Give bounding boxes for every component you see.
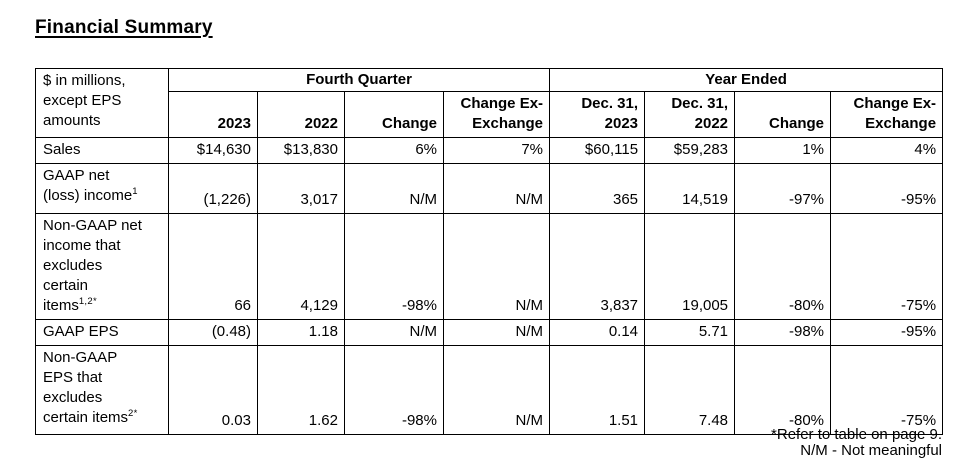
footnote-marker: 1 bbox=[132, 186, 138, 197]
cell-geps-y-change: -98% bbox=[734, 319, 832, 346]
col-header-y-dec31-2022: Dec. 31, 2022 bbox=[644, 91, 736, 138]
footnote-marker: 2* bbox=[128, 408, 138, 419]
cell-ngni-q-change-ex: N/M bbox=[442, 213, 551, 320]
col-header-q-change-ex-exchange: Change Ex- Exchange bbox=[442, 91, 551, 138]
cell-sales-y-change: 1% bbox=[734, 137, 832, 164]
cell-ngeps-y-change-ex: -75% bbox=[830, 345, 944, 435]
table-row-gaap-eps: GAAP EPS (0.48) 1.18 N/M N/M 0.14 5.71 -… bbox=[35, 319, 944, 346]
row-label-non-gaap-eps: Non-GAAP EPS that excludes certain items… bbox=[35, 345, 169, 435]
footnote-refer-to-table: *Refer to table on page 9. bbox=[771, 426, 942, 443]
row-label-non-gaap-net-income: Non-GAAP net income that excludes certai… bbox=[35, 213, 169, 320]
col-header-y-change-ex-exchange: Change Ex- Exchange bbox=[830, 91, 944, 138]
cell-geps-q-change: N/M bbox=[344, 319, 444, 346]
cell-ngeps-y-2022: 7.48 bbox=[644, 345, 736, 435]
cell-ngeps-y-change: -80% bbox=[734, 345, 832, 435]
col-header-y-dec31-2023: Dec. 31, 2023 bbox=[549, 91, 646, 138]
cell-geps-q-2022: 1.18 bbox=[257, 319, 345, 346]
cell-ngeps-y-2023: 1.51 bbox=[549, 345, 646, 435]
financial-summary-table: $ in millions, except EPS amounts Fourth… bbox=[35, 68, 944, 435]
cell-gaapni-q-2022: 3,017 bbox=[257, 163, 345, 214]
cell-geps-y-2022: 5.71 bbox=[644, 319, 736, 346]
row-label-gaap-net-income: GAAP net (loss) income1 bbox=[35, 163, 169, 214]
cell-sales-y-2023: $60,115 bbox=[549, 137, 646, 164]
cell-ngni-y-change: -80% bbox=[734, 213, 832, 320]
page-title: Financial Summary bbox=[35, 17, 213, 38]
group-header-row: $ in millions, except EPS amounts Fourth… bbox=[35, 68, 944, 138]
group-header-fourth-quarter: Fourth Quarter bbox=[167, 68, 551, 92]
row-label-gaap-eps: GAAP EPS bbox=[35, 319, 169, 346]
cell-ngeps-q-2023: 0.03 bbox=[168, 345, 258, 435]
cell-ngni-q-change: -98% bbox=[344, 213, 444, 320]
group-header-year-ended: Year Ended bbox=[549, 68, 944, 92]
cell-geps-q-2023: (0.48) bbox=[168, 319, 258, 346]
row-label-sales: Sales bbox=[35, 137, 169, 164]
col-header-q-2022: 2022 bbox=[257, 91, 345, 138]
cell-ngni-y-2023: 3,837 bbox=[549, 213, 646, 320]
footnotes: *Refer to table on page 9. N/M - Not mea… bbox=[35, 427, 942, 459]
col-header-q-2023: 2023 bbox=[168, 91, 258, 138]
cell-sales-q-2022: $13,830 bbox=[257, 137, 345, 164]
corner-label: $ in millions, except EPS amounts bbox=[35, 68, 169, 138]
col-header-q-change: Change bbox=[344, 91, 444, 138]
table-row-non-gaap-eps: Non-GAAP EPS that excludes certain items… bbox=[35, 345, 944, 435]
cell-gaapni-y-2022: 14,519 bbox=[644, 163, 736, 214]
cell-sales-y-2022: $59,283 bbox=[644, 137, 736, 164]
column-header-row: 2023 2022 Change Change Ex- Exchange Dec… bbox=[36, 91, 944, 138]
cell-sales-y-change-ex: 4% bbox=[830, 137, 944, 164]
cell-sales-q-2023: $14,630 bbox=[168, 137, 258, 164]
cell-gaapni-q-2023: (1,226) bbox=[168, 163, 258, 214]
footnote-marker: 1,2* bbox=[78, 296, 97, 307]
cell-gaapni-y-change-ex: -95% bbox=[830, 163, 944, 214]
cell-ngni-q-2022: 4,129 bbox=[257, 213, 345, 320]
cell-geps-q-change-ex: N/M bbox=[442, 319, 551, 346]
cell-ngeps-q-change-ex: N/M bbox=[442, 345, 551, 435]
cell-ngni-y-change-ex: -75% bbox=[830, 213, 944, 320]
cell-ngeps-q-change: -98% bbox=[344, 345, 444, 435]
footnote-nm-definition: N/M - Not meaningful bbox=[800, 442, 942, 459]
cell-ngni-q-2023: 66 bbox=[168, 213, 258, 320]
cell-sales-q-change: 6% bbox=[344, 137, 444, 164]
cell-gaapni-y-2023: 365 bbox=[549, 163, 646, 214]
cell-gaapni-q-change-ex: N/M bbox=[442, 163, 551, 214]
cell-sales-q-change-ex: 7% bbox=[442, 137, 551, 164]
col-header-y-change: Change bbox=[734, 91, 832, 138]
cell-ngni-y-2022: 19,005 bbox=[644, 213, 736, 320]
cell-geps-y-change-ex: -95% bbox=[830, 319, 944, 346]
table-row-sales: Sales $14,630 $13,830 6% 7% $60,115 $59,… bbox=[35, 137, 944, 164]
cell-gaapni-y-change: -97% bbox=[734, 163, 832, 214]
table-row-gaap-net-income: GAAP net (loss) income1 (1,226) 3,017 N/… bbox=[35, 163, 944, 214]
cell-geps-y-2023: 0.14 bbox=[549, 319, 646, 346]
cell-ngeps-q-2022: 1.62 bbox=[257, 345, 345, 435]
table-row-non-gaap-net-income: Non-GAAP net income that excludes certai… bbox=[35, 213, 944, 320]
cell-gaapni-q-change: N/M bbox=[344, 163, 444, 214]
